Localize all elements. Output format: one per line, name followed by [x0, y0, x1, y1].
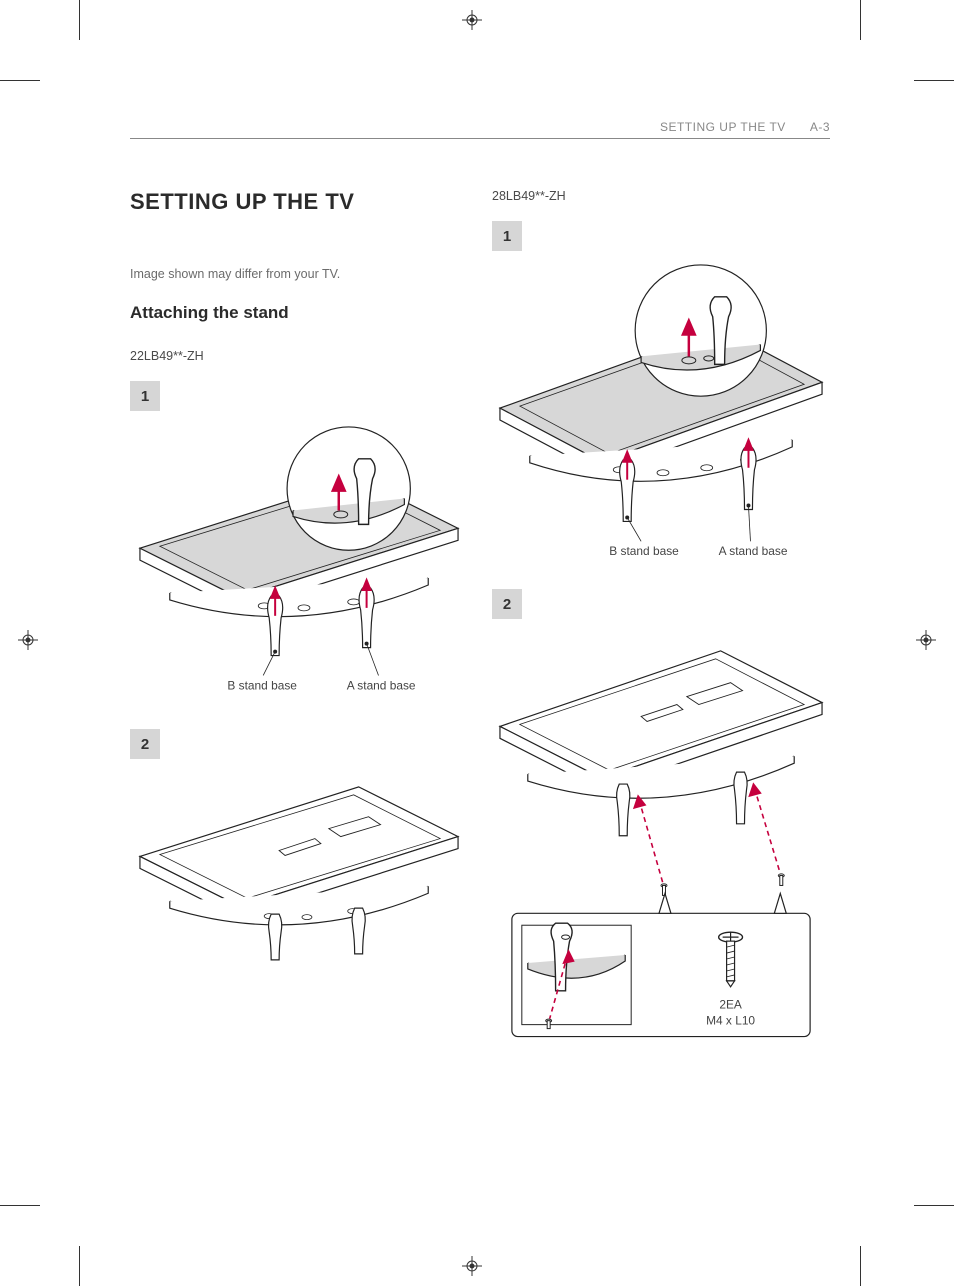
figure-right-step2: 2EA M4 x L10 [492, 627, 830, 1045]
figure-left-step2 [130, 767, 468, 966]
figure-right-step1: B stand base A stand base [492, 259, 830, 567]
screw-spec-label: M4 x L10 [706, 1014, 755, 1028]
registration-mark-icon [916, 630, 936, 650]
label-b-stand-left: B stand base [227, 678, 297, 692]
header-section: SETTING UP THE TV [660, 120, 786, 134]
registration-mark-icon [462, 10, 482, 30]
model-label-right: 28LB49**-ZH [492, 189, 830, 203]
figure-left-step1: B stand base A stand base [130, 419, 468, 707]
model-label-left: 22LB49**-ZH [130, 349, 468, 363]
label-b-stand-right: B stand base [609, 544, 679, 558]
registration-mark-icon [18, 630, 38, 650]
registration-mark-icon [462, 1256, 482, 1276]
step-badge-2-right: 2 [492, 589, 522, 619]
step-badge-1-right: 1 [492, 221, 522, 251]
running-header: SETTING UP THE TV A-3 [130, 120, 830, 139]
subsection-title: Attaching the stand [130, 303, 468, 323]
page-title: SETTING UP THE TV [130, 189, 468, 215]
label-a-stand-left: A stand base [347, 678, 416, 692]
header-page-number: A-3 [810, 120, 830, 134]
step-badge-2-left: 2 [130, 729, 160, 759]
step-badge-1-left: 1 [130, 381, 160, 411]
disclaimer-note: Image shown may differ from your TV. [130, 267, 468, 281]
label-a-stand-right: A stand base [719, 544, 788, 558]
screw-qty-label: 2EA [719, 998, 742, 1012]
